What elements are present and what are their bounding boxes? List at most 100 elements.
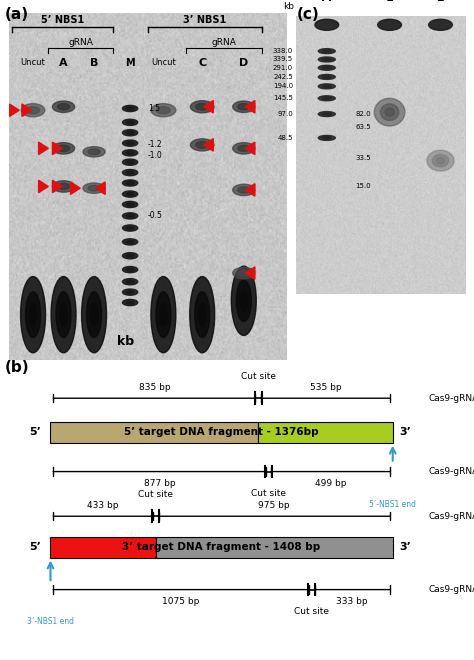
Ellipse shape — [82, 277, 107, 352]
Bar — [50, 537, 156, 558]
Text: 33.5: 33.5 — [356, 155, 371, 161]
Text: 499 bp: 499 bp — [315, 478, 346, 488]
Ellipse shape — [432, 154, 448, 167]
Text: gRNA: gRNA — [211, 38, 236, 47]
Ellipse shape — [51, 277, 76, 352]
Ellipse shape — [199, 303, 206, 326]
Text: 82.0: 82.0 — [356, 111, 371, 117]
Ellipse shape — [322, 50, 331, 52]
Ellipse shape — [122, 213, 138, 219]
Ellipse shape — [240, 290, 247, 312]
Ellipse shape — [126, 193, 134, 195]
Text: -1.2: -1.2 — [148, 141, 163, 149]
Text: 1.5: 1.5 — [148, 104, 160, 113]
Ellipse shape — [122, 180, 138, 186]
Ellipse shape — [233, 267, 255, 279]
Text: 291.0: 291.0 — [273, 65, 293, 71]
Text: 5’-NBS1 end: 5’-NBS1 end — [369, 500, 416, 510]
Ellipse shape — [319, 75, 335, 79]
Polygon shape — [53, 142, 62, 154]
Ellipse shape — [122, 279, 138, 285]
Ellipse shape — [319, 135, 335, 141]
Ellipse shape — [57, 145, 70, 152]
Text: 3’: 3’ — [400, 543, 411, 552]
Ellipse shape — [60, 303, 67, 326]
Text: M: M — [125, 58, 135, 68]
Ellipse shape — [122, 150, 138, 156]
Ellipse shape — [126, 214, 134, 217]
Ellipse shape — [91, 303, 98, 326]
Ellipse shape — [237, 280, 251, 321]
Ellipse shape — [237, 145, 250, 152]
Ellipse shape — [122, 119, 138, 125]
Ellipse shape — [322, 85, 331, 88]
Ellipse shape — [56, 292, 71, 337]
Ellipse shape — [122, 159, 138, 165]
Ellipse shape — [53, 101, 74, 112]
Ellipse shape — [57, 183, 70, 189]
Text: (c): (c) — [296, 7, 319, 22]
Ellipse shape — [237, 187, 250, 193]
Ellipse shape — [160, 303, 167, 326]
Ellipse shape — [437, 158, 445, 164]
Ellipse shape — [126, 182, 134, 185]
Text: Uncut: Uncut — [151, 58, 176, 67]
Ellipse shape — [87, 292, 101, 337]
Bar — [156, 537, 392, 558]
Ellipse shape — [122, 201, 138, 208]
Ellipse shape — [126, 290, 134, 294]
Polygon shape — [95, 182, 105, 195]
Text: kb: kb — [283, 2, 294, 11]
Text: 63.5: 63.5 — [356, 124, 371, 131]
Ellipse shape — [319, 65, 335, 70]
Ellipse shape — [126, 280, 134, 283]
Ellipse shape — [57, 104, 70, 110]
Ellipse shape — [156, 107, 170, 114]
Text: gRNA: gRNA — [69, 38, 93, 47]
Bar — [258, 422, 392, 443]
Text: 975 bp: 975 bp — [258, 502, 290, 510]
Text: 2: 2 — [437, 0, 444, 3]
Ellipse shape — [374, 98, 405, 126]
Ellipse shape — [322, 58, 331, 61]
Ellipse shape — [122, 170, 138, 176]
Polygon shape — [245, 183, 255, 196]
Text: 5’: 5’ — [29, 543, 42, 552]
Ellipse shape — [122, 300, 138, 306]
Ellipse shape — [122, 191, 138, 197]
Ellipse shape — [231, 266, 256, 335]
Ellipse shape — [122, 225, 138, 231]
Text: B: B — [90, 58, 98, 68]
Ellipse shape — [83, 147, 105, 157]
Ellipse shape — [196, 104, 209, 110]
Text: 3’: 3’ — [400, 428, 411, 438]
Text: 5’ NBS1: 5’ NBS1 — [41, 15, 84, 25]
Text: Cut site: Cut site — [294, 607, 329, 616]
Text: 338.0: 338.0 — [273, 48, 293, 54]
Ellipse shape — [122, 289, 138, 295]
Ellipse shape — [27, 107, 39, 114]
Ellipse shape — [385, 108, 394, 116]
Ellipse shape — [233, 184, 255, 195]
Text: 145.5: 145.5 — [273, 95, 293, 101]
Ellipse shape — [88, 149, 100, 154]
Ellipse shape — [322, 113, 331, 116]
Text: Cut site: Cut site — [138, 490, 173, 499]
Ellipse shape — [126, 268, 134, 271]
Text: 97.0: 97.0 — [277, 111, 293, 117]
Ellipse shape — [191, 139, 214, 151]
Ellipse shape — [126, 226, 134, 230]
Bar — [50, 422, 258, 443]
Ellipse shape — [191, 101, 214, 113]
Text: D: D — [239, 58, 248, 68]
Text: Cut site: Cut site — [251, 489, 286, 498]
Text: (b): (b) — [5, 360, 29, 375]
Text: Cas9-gRNA-A: Cas9-gRNA-A — [428, 394, 474, 403]
Polygon shape — [203, 100, 213, 113]
Text: Cas9-gRNA-B: Cas9-gRNA-B — [428, 467, 474, 476]
Text: 3’ NBS1: 3’ NBS1 — [183, 15, 227, 25]
Ellipse shape — [53, 143, 74, 154]
Ellipse shape — [126, 107, 134, 110]
Text: Cas9-gRNA-D: Cas9-gRNA-D — [428, 585, 474, 594]
Ellipse shape — [88, 185, 100, 191]
